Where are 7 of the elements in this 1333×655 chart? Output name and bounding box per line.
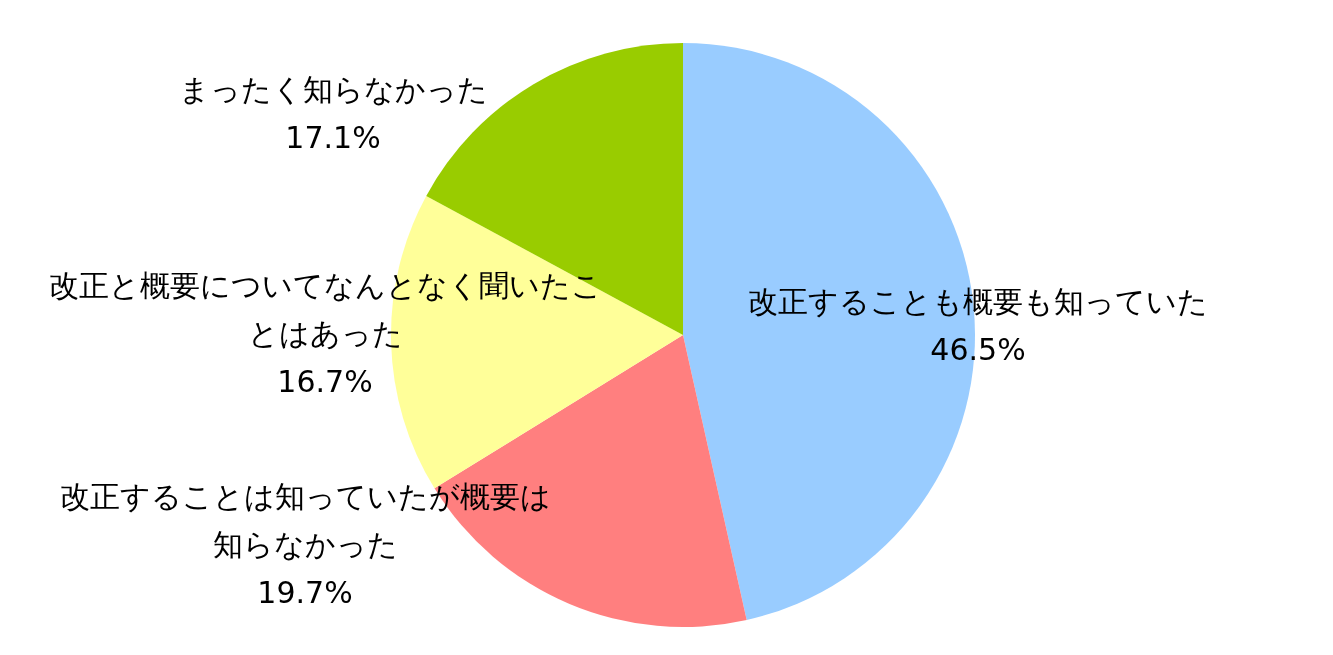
slice-label: 改正することも概要も知っていた — [748, 284, 1208, 319]
data-label: 19.7% — [257, 575, 353, 610]
slice-label: まったく知らなかった — [178, 72, 488, 107]
data-label: 17.1% — [285, 120, 381, 155]
data-label: 16.7% — [277, 364, 373, 399]
data-label: 46.5% — [930, 332, 1026, 367]
slice-label: 改正することは知っていたが概要は知らなかった — [59, 479, 551, 562]
